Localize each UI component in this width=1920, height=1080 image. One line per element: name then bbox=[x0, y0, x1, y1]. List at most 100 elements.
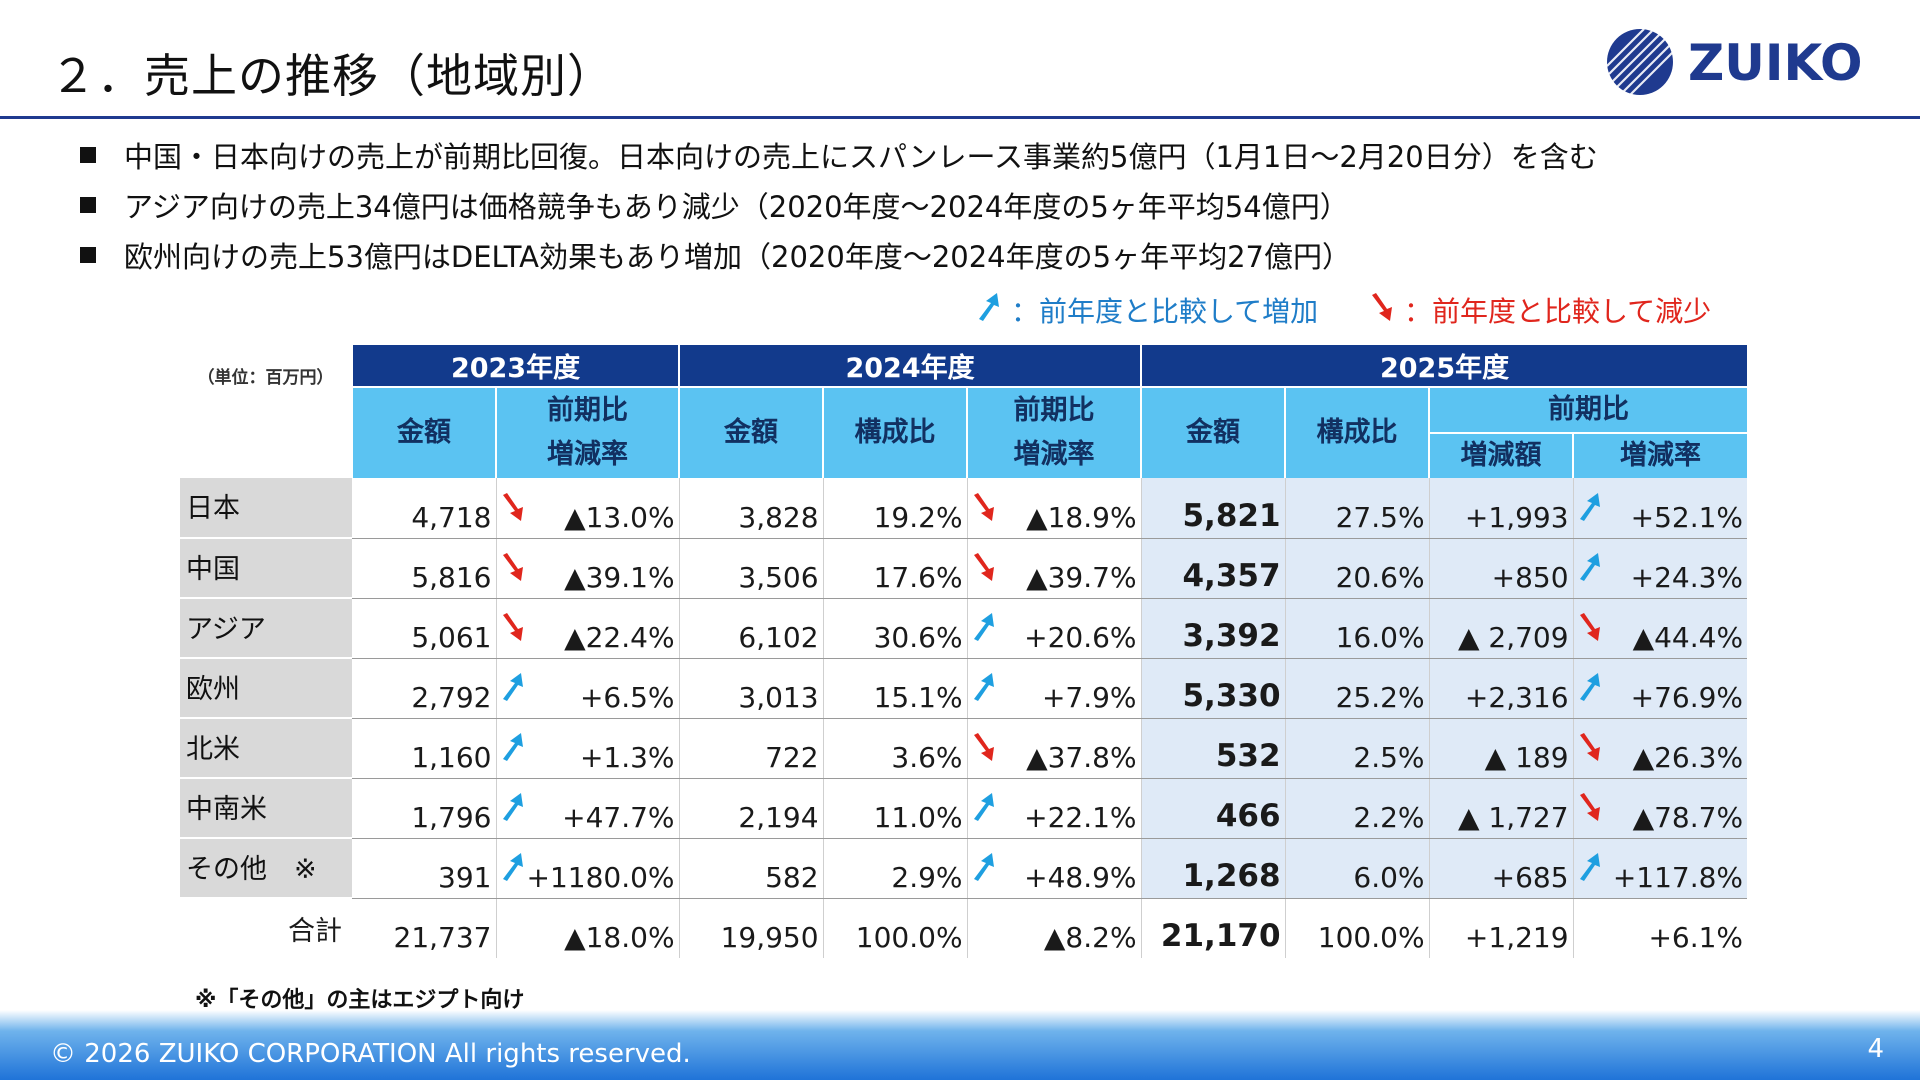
arrow-down-icon bbox=[968, 491, 998, 534]
total-label: 合計 bbox=[288, 916, 342, 947]
arrow-down-icon bbox=[497, 491, 527, 534]
arrow-up-icon bbox=[1574, 851, 1604, 894]
row-label: 欧州 bbox=[180, 658, 352, 719]
table-row: アジア 5,061 ▲22.4% 6,102 30.6% +20.6% 3,392 16.0%… bbox=[180, 598, 1748, 659]
cell-share-2025: 25.2% bbox=[1284, 658, 1430, 719]
col-amount-2023: 金額 bbox=[351, 386, 496, 478]
year-header-2024: 2024年度 bbox=[678, 345, 1142, 387]
cell-amount-2025: 4,357 bbox=[1140, 538, 1286, 599]
arrow-down-icon bbox=[968, 731, 998, 774]
arrow-down-icon bbox=[1368, 291, 1404, 330]
arrow-down-icon bbox=[1574, 791, 1604, 834]
company-logo: ZUIKO bbox=[1606, 28, 1862, 97]
col-rate-2025: 増減率 bbox=[1572, 432, 1748, 478]
cell-amount-2025: 5,821 bbox=[1140, 478, 1286, 539]
cell-amount-2023: 2,792 bbox=[352, 658, 496, 719]
cell-rate-2025: ▲44.4% bbox=[1572, 598, 1748, 659]
cell-diff-2025: +850 bbox=[1428, 538, 1574, 599]
cell-yoy-2023: ▲13.0% bbox=[495, 478, 680, 539]
copyright: © 2026 ZUIKO CORPORATION All rights rese… bbox=[50, 1039, 691, 1069]
cell-yoy-2024: ▲37.8% bbox=[966, 718, 1142, 779]
cell-share-2024: 30.6% bbox=[822, 598, 968, 659]
cell-amount-2025: 466 bbox=[1140, 778, 1286, 839]
total-diff-2025: +1,219 bbox=[1428, 898, 1574, 958]
cell-diff-2025: ▲ 189 bbox=[1428, 718, 1574, 779]
table-total-row: 合計 21,737 ▲18.0% 19,950 100.0% ▲8.2% 21,170 100… bbox=[180, 898, 1748, 958]
table-row: その他 ※ 391 +1180.0% 582 2.9% +48.9% 1,268 6.0% +6… bbox=[180, 838, 1748, 899]
page-title: ２．売上の推移（地域別） bbox=[50, 49, 614, 103]
cell-share-2025: 20.6% bbox=[1284, 538, 1430, 599]
arrow-up-icon bbox=[497, 791, 527, 834]
col-share-2025: 構成比 bbox=[1284, 386, 1430, 478]
cell-amount-2024: 2,194 bbox=[678, 778, 824, 839]
col-yoy-2024: 前期比 増減率 bbox=[966, 386, 1142, 478]
cell-rate-2025: ▲78.7% bbox=[1572, 778, 1748, 839]
col-amount-2024: 金額 bbox=[678, 386, 824, 478]
arrow-up-icon bbox=[968, 851, 998, 894]
cell-share-2025: 6.0% bbox=[1284, 838, 1430, 899]
footnote: ※「その他」の主はエジプト向け bbox=[195, 988, 525, 1013]
cell-amount-2023: 5,816 bbox=[352, 538, 496, 599]
arrow-down-icon bbox=[1574, 611, 1604, 654]
total-share-2024: 100.0% bbox=[822, 898, 968, 958]
cell-amount-2025: 1,268 bbox=[1140, 838, 1286, 899]
cell-diff-2025: ▲ 2,709 bbox=[1428, 598, 1574, 659]
page-number: 4 bbox=[1867, 1034, 1884, 1064]
arrow-down-icon bbox=[968, 551, 998, 594]
legend-decrease: ：前年度と比較して減少 bbox=[1368, 290, 1711, 330]
bullet-item: アジア向けの売上34億円は価格競争もあり減少（2020年度～2024年度の5ヶ年… bbox=[80, 180, 1880, 230]
arrow-up-icon bbox=[497, 731, 527, 774]
total-yoy-2023: ▲18.0% bbox=[495, 898, 680, 958]
cell-yoy-2024: ▲18.9% bbox=[966, 478, 1142, 539]
cell-yoy-2024: +7.9% bbox=[966, 658, 1142, 719]
cell-rate-2025: +24.3% bbox=[1572, 538, 1748, 599]
arrow-up-icon bbox=[1574, 551, 1604, 594]
col-diff-2025: 増減額 bbox=[1428, 432, 1574, 478]
cell-yoy-2024: ▲39.7% bbox=[966, 538, 1142, 599]
arrow-down-icon bbox=[497, 551, 527, 594]
arrow-up-icon bbox=[968, 671, 998, 714]
arrow-up-icon bbox=[1574, 671, 1604, 714]
bullet-item: 中国・日本向けの売上が前期比回復。日本向けの売上にスパンレース事業約5億円（1月… bbox=[80, 130, 1880, 180]
arrow-up-icon bbox=[975, 291, 1011, 330]
cell-amount-2024: 582 bbox=[678, 838, 824, 899]
cell-yoy-2023: +1180.0% bbox=[495, 838, 680, 899]
cell-amount-2024: 3,506 bbox=[678, 538, 824, 599]
row-label: 北米 bbox=[180, 718, 352, 779]
regional-sales-table: （単位：百万円） 2023年度 2024年度 2025年度 金額 前期比 増減率 … bbox=[180, 345, 1748, 958]
cell-yoy-2023: +6.5% bbox=[495, 658, 680, 719]
row-label: その他 ※ bbox=[180, 838, 352, 899]
table-row: 中国 5,816 ▲39.1% 3,506 17.6% ▲39.7% 4,357 20.6% +… bbox=[180, 538, 1748, 599]
cell-share-2024: 11.0% bbox=[822, 778, 968, 839]
svg-text:ZUIKO: ZUIKO bbox=[1688, 34, 1862, 92]
total-amount-2025: 21,170 bbox=[1140, 898, 1286, 958]
title-divider bbox=[0, 116, 1920, 119]
square-bullet-icon bbox=[80, 147, 96, 163]
arrow-up-icon bbox=[968, 791, 998, 834]
cell-share-2024: 15.1% bbox=[822, 658, 968, 719]
arrow-up-icon bbox=[968, 611, 998, 654]
col-yoy-2023: 前期比 増減率 bbox=[494, 386, 680, 478]
total-yoy-2024: ▲8.2% bbox=[966, 898, 1142, 958]
year-header-2023: 2023年度 bbox=[350, 345, 680, 387]
arrow-up-icon bbox=[1574, 491, 1604, 534]
cell-amount-2025: 3,392 bbox=[1140, 598, 1286, 659]
legend-increase: ：前年度と比較して増加 bbox=[975, 290, 1318, 330]
cell-diff-2025: ▲ 1,727 bbox=[1428, 778, 1574, 839]
cell-share-2024: 3.6% bbox=[822, 718, 968, 779]
total-rate-2025: +6.1% bbox=[1572, 898, 1748, 958]
cell-yoy-2024: +20.6% bbox=[966, 598, 1142, 659]
arrow-down-icon bbox=[1574, 731, 1604, 774]
cell-share-2024: 17.6% bbox=[822, 538, 968, 599]
cell-diff-2025: +685 bbox=[1428, 838, 1574, 899]
cell-amount-2024: 3,828 bbox=[678, 478, 824, 539]
table-row: 北米 1,160 +1.3% 722 3.6% ▲37.8% 532 2.5% ▲ 189 ▲26… bbox=[180, 718, 1748, 779]
cell-diff-2025: +1,993 bbox=[1428, 478, 1574, 539]
square-bullet-icon bbox=[80, 197, 96, 213]
cell-amount-2023: 4,718 bbox=[352, 478, 496, 539]
cell-yoy-2023: +1.3% bbox=[495, 718, 680, 779]
cell-amount-2024: 3,013 bbox=[678, 658, 824, 719]
cell-amount-2023: 1,160 bbox=[352, 718, 496, 779]
col-amount-2025: 金額 bbox=[1140, 386, 1286, 478]
table-row: 日本 4,718 ▲13.0% 3,828 19.2% ▲18.9% 5,821 27.5% +… bbox=[180, 478, 1748, 539]
